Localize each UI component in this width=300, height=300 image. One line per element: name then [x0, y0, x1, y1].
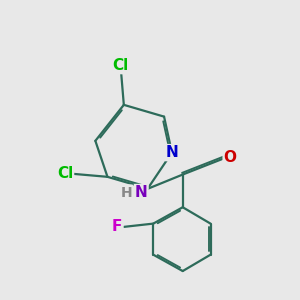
Text: N: N	[166, 145, 178, 160]
Text: Cl: Cl	[112, 58, 129, 73]
Text: N: N	[135, 185, 148, 200]
Text: H: H	[120, 185, 132, 200]
Text: O: O	[224, 150, 237, 165]
Text: F: F	[112, 219, 122, 234]
Text: Cl: Cl	[57, 166, 73, 181]
